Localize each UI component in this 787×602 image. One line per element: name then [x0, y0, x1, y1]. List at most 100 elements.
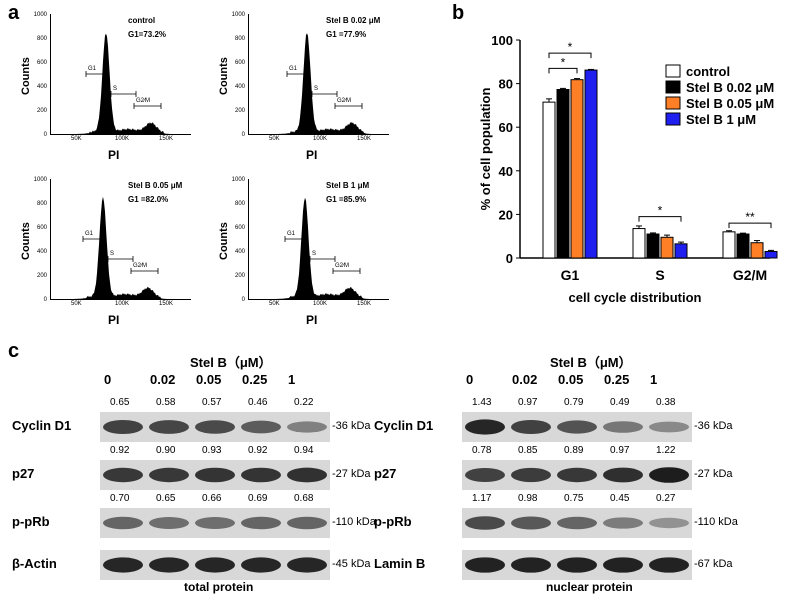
densitometry-value: 0.85	[518, 445, 538, 456]
legend-label: Stel B 0.02 μM	[686, 80, 774, 95]
gate-label: G1	[85, 231, 94, 237]
flow-x-tick: 150K	[159, 136, 174, 142]
lane-label: 0.05	[196, 372, 222, 387]
histogram-area	[51, 196, 191, 299]
flow-y-tick: 600	[36, 60, 47, 66]
gate-label: G1	[289, 66, 298, 72]
blot-band	[241, 420, 281, 434]
blot-band	[511, 467, 551, 483]
flow-x-label: PI	[306, 148, 318, 162]
densitometry-value: 0.94	[294, 445, 314, 456]
gate-bar	[286, 71, 306, 77]
left-treatment-header: Stel B（μM）	[190, 355, 272, 370]
bar-2	[556, 88, 570, 259]
flow-histogram: G1 S G2∕M	[249, 197, 389, 299]
protein-label: Lamin B	[374, 556, 426, 571]
densitometry-value: 0.22	[294, 397, 314, 408]
densitometry-value: 0.57	[202, 397, 222, 408]
lane-label: 0.02	[512, 372, 538, 387]
molecular-weight-label: -36 kDa	[332, 420, 371, 432]
flow-y-tick: 1000	[231, 12, 245, 18]
flow-y-tick: 600	[36, 225, 47, 231]
gate-label: G2∕M	[337, 97, 351, 104]
lane-label: 0	[466, 372, 474, 387]
flow-g1-percent: G1=73.2%	[128, 30, 167, 39]
gate-bar	[133, 103, 162, 109]
blot-band	[195, 557, 235, 573]
gate-label: G2∕M	[335, 262, 349, 269]
gate-bar	[85, 71, 105, 77]
lane-label: 0.25	[242, 372, 268, 387]
blot-band	[103, 467, 143, 483]
gate-bar	[107, 256, 134, 262]
left-caption: total protein	[184, 580, 254, 594]
blot-strip	[462, 412, 692, 442]
y-tick-label: 0	[506, 251, 513, 266]
densitometry-value: 1.22	[656, 445, 676, 456]
gate-label: S	[110, 251, 114, 257]
flow-y-tick: 800	[36, 201, 47, 207]
flow-x-tick: 150K	[357, 301, 372, 307]
flow-y-tick: 1000	[231, 177, 245, 183]
densitometry-value: 0.70	[110, 493, 130, 504]
lane-label: 1	[650, 372, 658, 387]
legend-label: control	[686, 64, 730, 79]
blot-band	[465, 557, 505, 573]
gate-label: S	[312, 251, 316, 257]
flow-y-tick: 800	[234, 201, 245, 207]
significance-label: *	[561, 55, 566, 69]
blot-band	[649, 557, 689, 573]
flow-y-tick: 0	[43, 297, 47, 303]
right-treatment-header: Stel B（μM）	[550, 355, 632, 370]
flow-x-tick: 100K	[115, 136, 130, 142]
blot-band	[557, 420, 597, 434]
legend-swatch	[665, 112, 681, 126]
blot-band	[195, 517, 235, 529]
blot-band	[195, 467, 235, 483]
significance-bracket	[728, 222, 772, 229]
blot-strip	[100, 412, 330, 442]
legend-label: Stel B 1 μM	[686, 112, 756, 127]
flow-x-tick: 50K	[269, 301, 280, 307]
blot-strip	[462, 508, 692, 538]
protein-label: p-pRb	[374, 514, 412, 529]
blot-band	[241, 516, 281, 530]
gate-bar	[284, 236, 304, 242]
protein-label: p27	[12, 466, 35, 481]
flow-x-label: PI	[108, 148, 120, 162]
flow-condition-label: Stel B 0.05 μM	[128, 181, 183, 190]
densitometry-value: 0.69	[248, 493, 268, 504]
flow-y-tick: 0	[43, 132, 47, 138]
flow-y-tick: 200	[36, 108, 47, 114]
flow-axes	[50, 179, 191, 300]
legend-swatch	[665, 96, 681, 110]
flow-histogram: G1 S G2∕M	[249, 33, 389, 134]
flow-g1-percent: G1 =85.9%	[326, 195, 367, 204]
blot-band	[511, 516, 551, 530]
significance-bracket	[638, 216, 682, 222]
blot-band	[603, 421, 643, 433]
y-tick-label: 80	[499, 77, 513, 92]
lane-label: 0.25	[604, 372, 630, 387]
protein-label: p-pRb	[12, 514, 50, 529]
flow-axes	[50, 14, 191, 135]
blot-band	[557, 557, 597, 573]
flow-y-tick: 1000	[33, 177, 47, 183]
blot-strip	[462, 460, 692, 490]
bar-3	[660, 236, 674, 259]
blot-band	[241, 467, 281, 483]
densitometry-value: 0.45	[610, 493, 630, 504]
protein-label: p27	[374, 466, 397, 481]
densitometry-value: 0.27	[656, 493, 676, 504]
bar-4	[764, 250, 778, 259]
gate-label: G2∕M	[136, 97, 150, 104]
blot-band	[149, 557, 189, 573]
blot-band	[603, 467, 643, 483]
flow-condition-label: Stel B 0.02 μM	[326, 16, 381, 25]
flow-x-tick: 100K	[115, 301, 130, 307]
gate-bar	[110, 91, 137, 97]
blot-strip	[100, 508, 330, 538]
bar-1	[632, 228, 646, 259]
densitometry-value: 0.65	[110, 397, 130, 408]
blot-band	[465, 516, 505, 530]
